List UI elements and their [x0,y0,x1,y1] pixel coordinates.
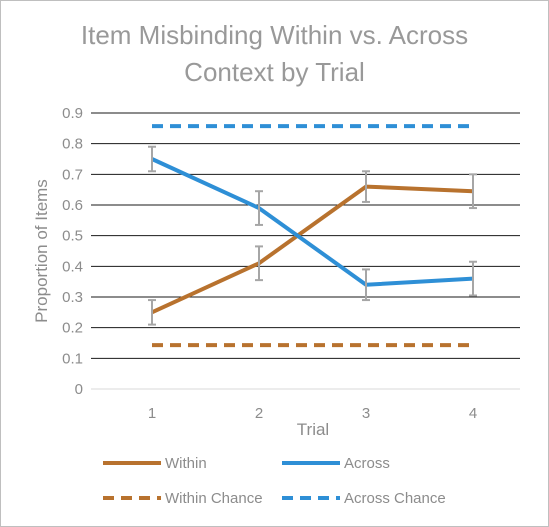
y-tick-label: 0.3 [62,289,83,306]
legend-label-across-chance: Across Chance [344,490,446,507]
series-lines [151,124,474,348]
chart-title-line-1: Item Misbinding Within vs. Across [80,20,469,50]
y-tick-label: 0.8 [62,136,83,153]
x-tick-label: 1 [148,405,156,422]
series-line-within [151,184,474,315]
gridlines [91,112,520,390]
y-tick-label: 0.9 [62,105,83,122]
x-tick-label: 4 [469,405,477,422]
y-tick-label: 0.7 [62,166,83,183]
legend-label-within: Within [165,455,207,472]
y-axis-label: Proportion of Items [32,179,51,323]
y-tick-label: 0.4 [62,258,83,275]
legend: Within Across Within Chance Across Chance [103,455,446,507]
y-tick-label: 0.1 [62,350,83,367]
y-tick-label: 0.2 [62,320,83,337]
legend-label-within-chance: Within Chance [165,490,263,507]
x-tick-label: 2 [255,405,263,422]
x-axis-label: Trial [297,420,329,439]
error-bars [148,145,477,326]
chart-title-line-2: Context by Trial [184,57,365,87]
legend-label-across: Across [344,455,390,472]
y-tick-label: 0.6 [62,197,83,214]
series-line-across [151,157,474,287]
y-tick-label: 0.5 [62,228,83,245]
x-axis-ticks: 1 2 3 4 [148,405,477,422]
y-axis-ticks: 0 0.1 0.2 0.3 0.4 0.5 0.6 0.7 0.8 0.9 [62,105,83,398]
x-tick-label: 3 [362,405,370,422]
y-tick-label: 0 [75,381,83,398]
